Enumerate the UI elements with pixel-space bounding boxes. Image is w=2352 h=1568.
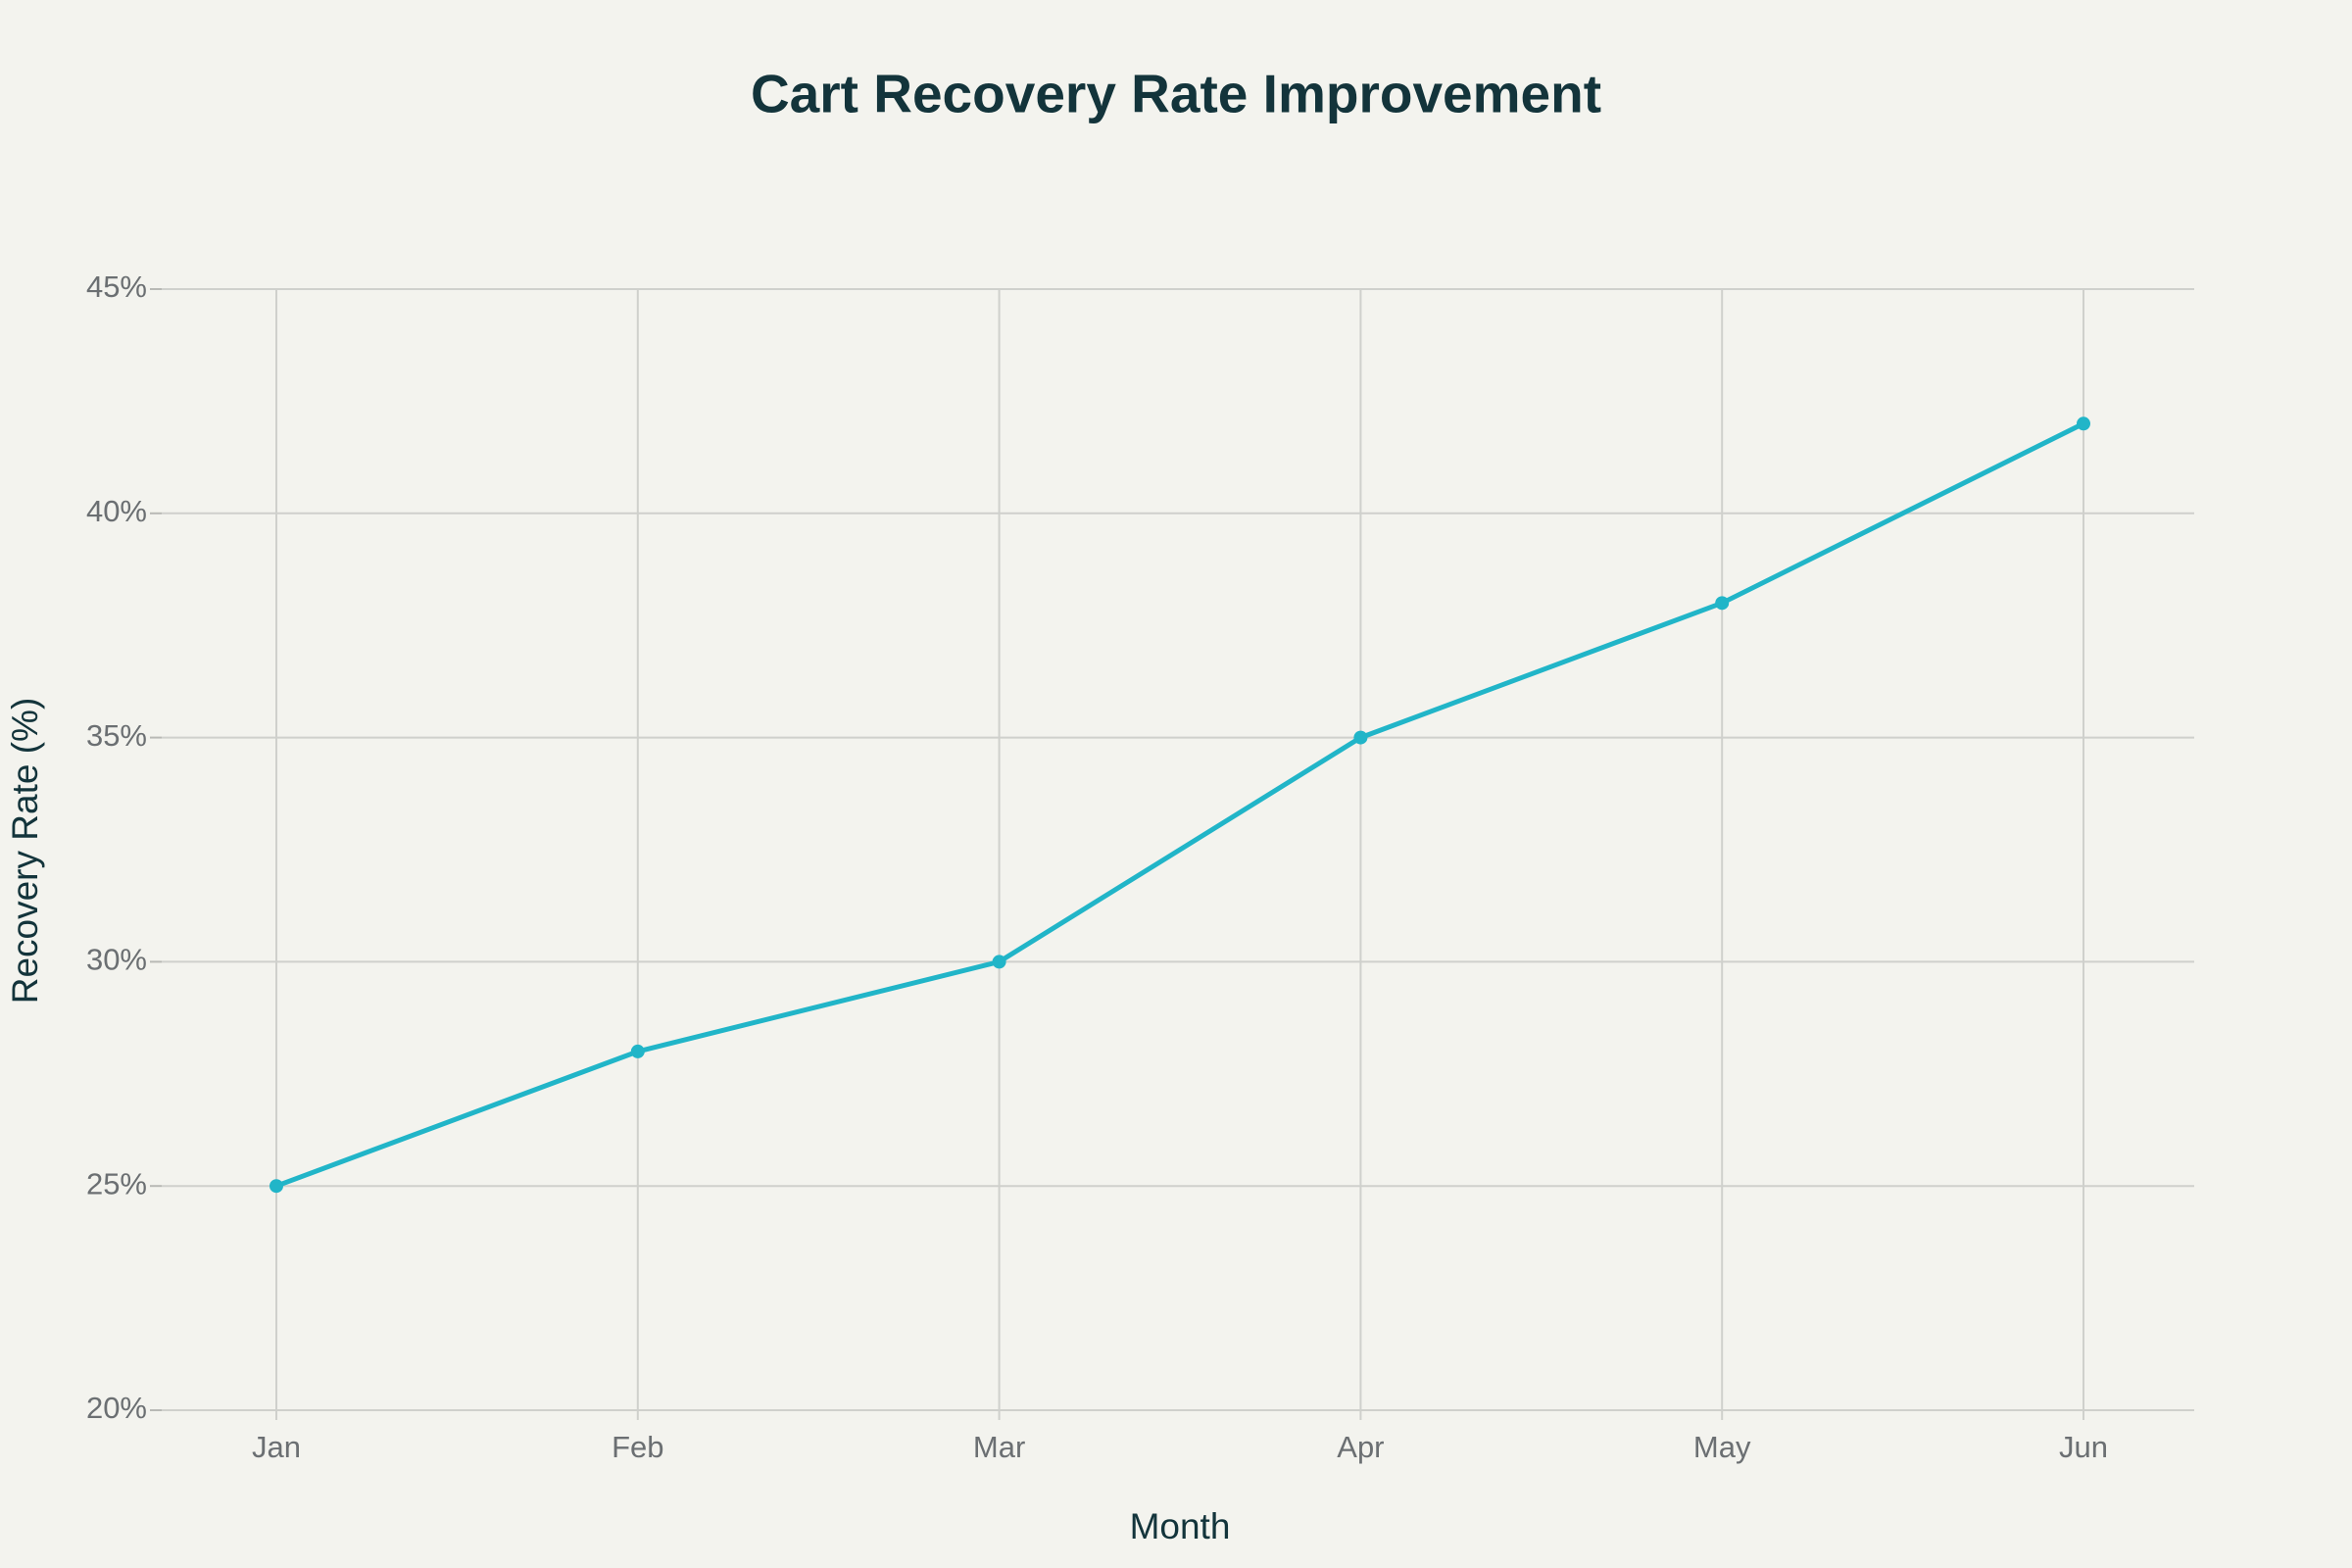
plot	[270, 416, 2090, 1194]
x-tick-label: Apr	[1337, 1430, 1384, 1464]
x-tick-label: Mar	[973, 1430, 1025, 1464]
y-tick-label: 35%	[86, 718, 147, 753]
y-tick-label: 40%	[86, 494, 147, 528]
x-tick-label: Feb	[612, 1430, 663, 1464]
x-axis-title: Month	[1130, 1506, 1231, 1546]
data-point	[2077, 416, 2090, 431]
x-tick-label: May	[1693, 1430, 1751, 1464]
data-point	[630, 1044, 645, 1058]
y-tick-label: 20%	[86, 1391, 147, 1425]
data-point	[270, 1179, 283, 1194]
x-tick-label: Jun	[2059, 1430, 2108, 1464]
grid	[150, 288, 2194, 1420]
data-point	[992, 955, 1006, 969]
data-line	[275, 421, 2085, 1189]
data-point	[1715, 596, 1730, 611]
data-point	[1353, 730, 1368, 745]
y-tick-label: 30%	[86, 943, 147, 977]
y-axis-title: Recovery Rate (%)	[5, 698, 45, 1004]
y-tick-label: 25%	[86, 1166, 147, 1200]
y-tick-label: 45%	[86, 270, 147, 304]
chart-title: Cart Recovery Rate Improvement	[751, 64, 1601, 124]
x-tick-label: Jan	[252, 1430, 301, 1464]
